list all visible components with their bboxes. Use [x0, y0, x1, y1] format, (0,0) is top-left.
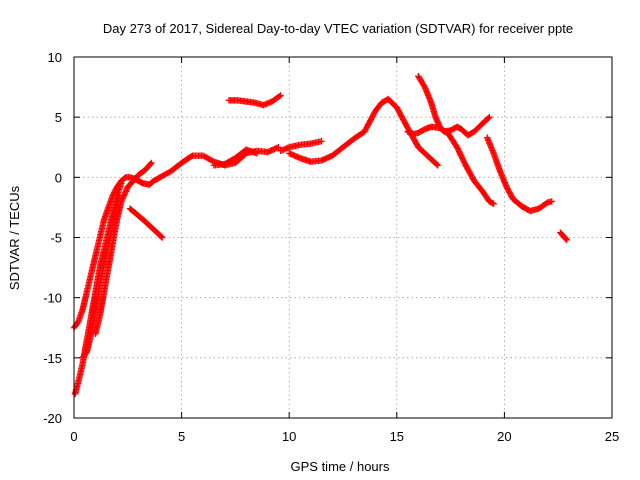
x-tick-label: 25 [605, 429, 619, 444]
axis-ticks [73, 56, 613, 419]
data-point [253, 150, 261, 157]
data-point [276, 93, 283, 100]
x-tick-label: 5 [178, 429, 185, 444]
y-tick-label: 10 [48, 50, 62, 65]
data-point [486, 113, 493, 121]
y-tick-label: -5 [50, 231, 62, 246]
series-s5 [126, 205, 166, 241]
y-axis-label: SDTVAR / TECUs [7, 185, 22, 290]
series-s12 [404, 123, 497, 208]
x-tick-label: 0 [70, 429, 77, 444]
data-point [490, 200, 497, 208]
y-tick-label: -20 [43, 411, 62, 426]
data-points [70, 73, 571, 398]
y-tick-labels: -20 -15 -10 -5 0 5 10 [43, 50, 62, 426]
data-point [275, 144, 282, 151]
x-axis-label: GPS time / hours [291, 459, 390, 474]
series-s14 [557, 229, 571, 244]
data-point [277, 92, 284, 99]
series-s9 [277, 138, 325, 155]
y-tick-label: -15 [43, 351, 62, 366]
data-point [318, 138, 325, 145]
data-point [562, 235, 570, 243]
series-s6 [156, 144, 282, 181]
data-point [157, 233, 165, 240]
series-s4 [92, 159, 155, 337]
y-tick-label: 0 [55, 170, 62, 185]
x-tick-labels: 0 5 10 15 20 25 [70, 429, 619, 444]
series-s1 [70, 174, 164, 331]
series-s13 [483, 134, 555, 215]
data-point [563, 236, 571, 244]
data-point [159, 234, 166, 241]
data-point [118, 180, 125, 187]
series-s8 [225, 92, 284, 109]
series-s10 [286, 95, 441, 169]
y-tick-label: -10 [43, 291, 62, 306]
data-point [148, 159, 155, 167]
x-tick-label: 15 [390, 429, 404, 444]
data-point [485, 114, 492, 122]
plot-frame [73, 56, 613, 419]
data-point [433, 161, 440, 168]
x-tick-label: 20 [497, 429, 511, 444]
data-point [434, 162, 441, 169]
y-tick-label: 5 [55, 110, 62, 125]
data-point [548, 198, 555, 205]
grid-lines [74, 57, 612, 418]
x-tick-label: 10 [282, 429, 296, 444]
data-point [147, 160, 154, 168]
series-s7 [210, 146, 261, 169]
chart-title: Day 273 of 2017, Sidereal Day-to-day VTE… [103, 21, 573, 36]
